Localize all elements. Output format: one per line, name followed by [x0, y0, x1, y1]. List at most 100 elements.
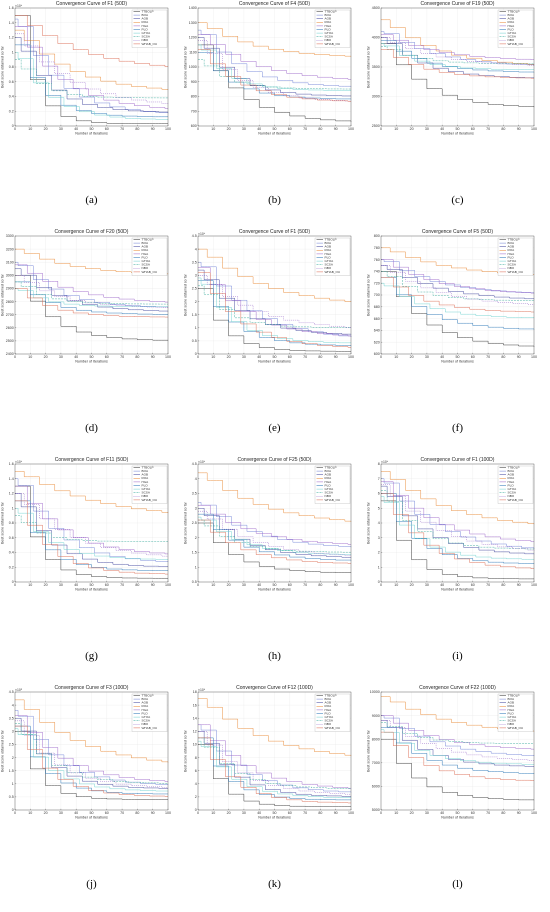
x-tick-label: 20 [227, 811, 231, 815]
y-tick-label: 680 [374, 305, 380, 309]
y-tick-label: 0.8 [9, 521, 14, 525]
series-line [198, 269, 352, 335]
series-line [381, 471, 535, 525]
y-tick-label: 1300 [189, 21, 197, 25]
x-tick-label: 100 [531, 811, 537, 815]
series-line [15, 264, 169, 303]
series-line [15, 281, 169, 315]
y-axis-label: Best score obtained so far [184, 501, 188, 544]
x-tick-label: 70 [303, 355, 307, 359]
y-tick-label: 660 [374, 317, 380, 321]
x-tick-label: 60 [471, 583, 475, 587]
x-tick-label: 40 [257, 355, 261, 359]
y-tick-label: 0 [12, 808, 14, 812]
y-tick-label: 600 [374, 352, 380, 356]
panel-caption: (g) [85, 650, 98, 662]
series-line [198, 502, 352, 548]
legend-entry: AGB [325, 473, 332, 477]
series-line [381, 37, 535, 66]
x-tick-label: 20 [44, 355, 48, 359]
legend-box [131, 237, 168, 276]
legend-entry: WHAB_OU [508, 498, 524, 502]
x-tick-label: 90 [517, 355, 521, 359]
x-tick-label: 40 [440, 355, 444, 359]
x-tick-label: 40 [74, 811, 78, 815]
y-tick-label: 0.2 [9, 109, 14, 113]
x-tick-label: 10 [28, 127, 32, 131]
legend-entry: SCSA [325, 491, 334, 495]
x-tick-label: 100 [531, 583, 537, 587]
x-tick-label: 60 [105, 127, 109, 131]
legend-entry: NBO [325, 266, 332, 270]
y-axis-label: Best score obtained so far [184, 45, 188, 88]
chart-svg: Convergence Curve of F1 (100D) ×10⁴ 0 10 20 3… [367, 457, 538, 592]
x-tick-label: 0 [380, 811, 382, 815]
y-tick-label: 0.5 [192, 580, 197, 584]
y-axis-label: Best score obtained so far [367, 729, 371, 772]
y-tick-label: 0.4 [9, 551, 14, 555]
legend-entry: WHAB_OU [142, 270, 158, 274]
y-tick-label: 900 [191, 80, 197, 84]
x-tick-label: 0 [197, 811, 199, 815]
y-tick-label: 1200 [189, 36, 197, 40]
y-tick-label: 6 [378, 492, 380, 496]
y-tick-label: 4 [195, 477, 197, 481]
chart-title: Convergence Curve of F19 (50D) [421, 1, 495, 7]
legend-entry: TTBOLP [142, 465, 154, 469]
x-tick-label: 60 [105, 583, 109, 587]
legend-entry: GTOA [325, 487, 335, 491]
x-tick-label: 30 [59, 355, 63, 359]
chart-svg: Convergence Curve of F22 (100D) 0 10 20 30 40… [367, 685, 538, 820]
y-tick-label: 1400 [189, 6, 197, 10]
chart-panel: Convergence Curve of F20 (50D) 0 10 20 30 40 5… [0, 228, 183, 456]
y-tick-label: 0 [378, 580, 380, 584]
x-tick-label: 70 [303, 583, 307, 587]
x-tick-label: 40 [74, 127, 78, 131]
series-line [15, 275, 169, 308]
legend-entry: BOA [325, 469, 332, 473]
legend-entry: NBO [142, 266, 149, 270]
x-tick-label: 10 [394, 811, 398, 815]
y-tick-label: 700 [191, 109, 197, 113]
legend-entry: BOA [508, 13, 515, 17]
x-tick-label: 40 [257, 811, 261, 815]
series-line [198, 472, 352, 522]
x-tick-label: 0 [14, 355, 16, 359]
x-tick-label: 90 [151, 583, 155, 587]
legend-entry: TTBOLP [508, 9, 520, 13]
legend-entry: GTOA [142, 259, 152, 263]
series-line [381, 500, 535, 580]
y-tick-label: 2 [195, 300, 197, 304]
x-tick-label: 60 [471, 355, 475, 359]
chart-panel: Convergence Curve of F1 (50D) ×10⁴ 0 10 20 30… [183, 228, 366, 456]
x-tick-label: 60 [471, 127, 475, 131]
y-tick-label: 600 [191, 124, 197, 128]
y-axis-label: Best score obtained so far [184, 273, 188, 316]
x-tick-label: 70 [486, 355, 490, 359]
chart-title: Convergence Curve of F20 (50D) [55, 229, 129, 235]
chart-title: Convergence Curve of F25 (50D) [238, 457, 312, 463]
x-tick-label: 20 [410, 811, 414, 815]
y-tick-label: 1.4 [9, 21, 14, 25]
y-tick-label: 3 [12, 730, 14, 734]
series-line [198, 49, 352, 102]
figure-grid: Convergence Curve of F1 (50D) ×10⁴ 0 10 20 30… [0, 1, 538, 890]
x-tick-label: 20 [227, 355, 231, 359]
x-axis-label: Number of Iterations [258, 588, 291, 592]
legend-entry: GTOA [142, 487, 152, 491]
legend-entry: GTOA [508, 487, 518, 491]
y-tick-label: 3 [195, 274, 197, 278]
y-tick-label: 2.5 [192, 521, 197, 525]
legend-entry: BOA [508, 469, 515, 473]
y-tick-label: 4.5 [9, 690, 14, 694]
y-tick-label: 2700 [6, 313, 14, 317]
y-tick-label: 4.5 [192, 462, 197, 466]
x-tick-label: 80 [501, 127, 505, 131]
x-tick-label: 100 [348, 355, 354, 359]
y-tick-label: 9000 [372, 714, 380, 718]
x-tick-label: 60 [288, 583, 292, 587]
chart-title: Convergence Curve of F1 (100D) [421, 457, 495, 463]
legend-entry: SCSA [142, 491, 151, 495]
